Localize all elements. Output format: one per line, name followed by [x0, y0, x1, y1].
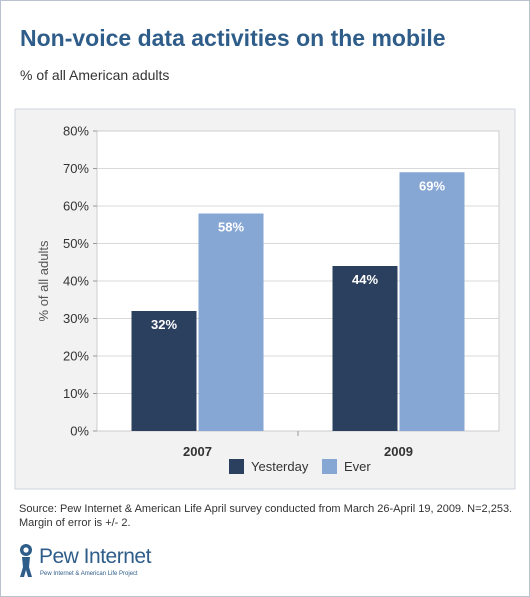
source-note: Source: Pew Internet & American Life Apr…	[19, 502, 514, 530]
y-axis-label: % of all adults	[36, 240, 51, 321]
logo-name: Pew Internet	[39, 545, 151, 568]
y-tick-label: 60%	[63, 199, 89, 214]
bar-ever-2009	[399, 172, 465, 431]
bar-value-label: 69%	[419, 178, 445, 193]
bar-chart: 0% 10% 20% 30% 40% 50% 60% 70% 80% % of all adult…	[14, 108, 516, 490]
bar-yesterday-2007	[131, 311, 197, 431]
y-tick-label: 20%	[63, 349, 89, 364]
person-key-icon	[20, 544, 32, 577]
y-tick-label: 50%	[63, 236, 89, 251]
x-tick-label: 2007	[183, 444, 212, 459]
bar-ever-2007	[198, 213, 264, 431]
legend-swatch-yesterday	[229, 459, 244, 474]
y-tick-label: 0%	[70, 424, 89, 439]
chart-subtitle: % of all American adults	[20, 67, 170, 83]
y-tick-label: 30%	[63, 311, 89, 326]
bar-value-label: 44%	[352, 272, 378, 287]
source-line: Source: Pew Internet & American Life Apr…	[19, 503, 513, 515]
bar-yesterday-2009	[332, 266, 398, 431]
y-tick-label: 70%	[63, 161, 89, 176]
bar-value-label: 32%	[151, 317, 177, 332]
logo-tagline: Pew Internet & American Life Project	[40, 571, 138, 577]
y-tick-label: 80%	[63, 124, 89, 139]
bar-value-label: 58%	[218, 220, 244, 235]
chart-title: Non-voice data activities on the mobile	[20, 25, 446, 51]
margin-of-error-line: Margin of error is +/- 2.	[19, 517, 131, 529]
legend-swatch-ever	[322, 459, 337, 474]
legend-label-ever: Ever	[344, 459, 371, 474]
y-tick-label: 40%	[63, 274, 89, 289]
y-tick-label: 10%	[63, 386, 89, 401]
x-tick-label: 2009	[384, 444, 413, 459]
legend-label-yesterday: Yesterday	[251, 459, 309, 474]
